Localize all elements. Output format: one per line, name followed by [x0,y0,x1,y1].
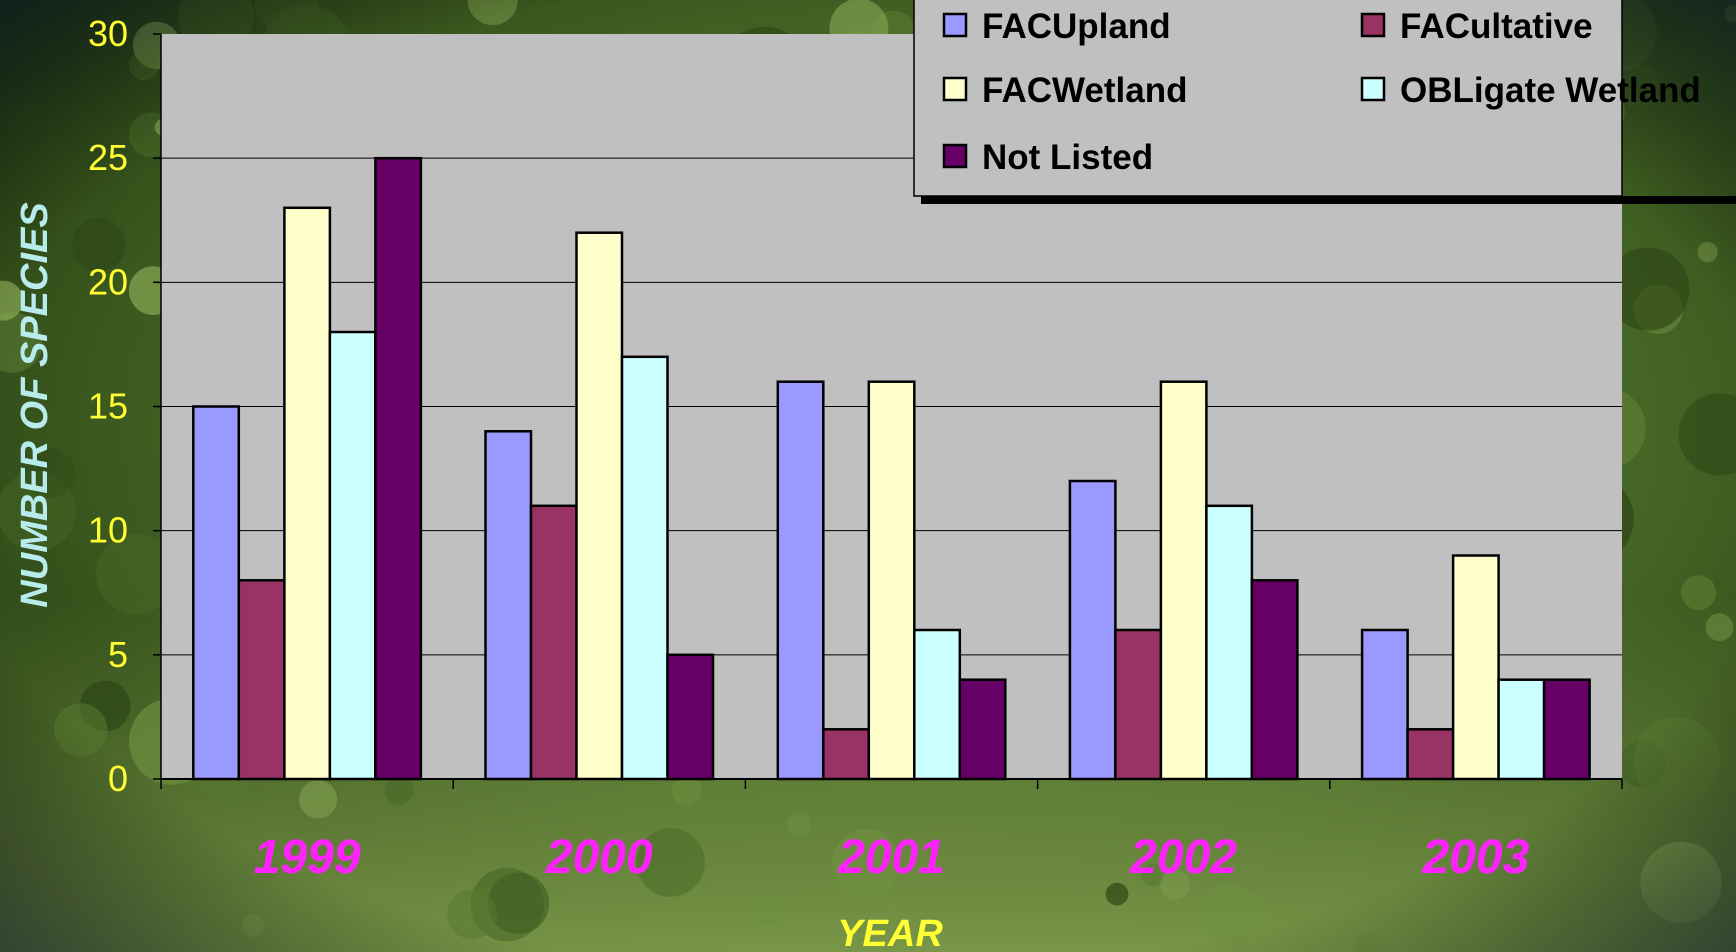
x-category-label: 1999 [254,831,361,884]
y-tick-label: 10 [88,510,128,551]
bar-obligate-wetland-2003 [1497,678,1546,781]
bar-facultative-2000 [529,504,578,781]
x-category-label: 2003 [1422,831,1530,884]
bar-facwetland-2002 [1159,380,1208,781]
x-axis-title: YEAR [837,913,943,952]
bar-facupland-2000 [484,430,533,781]
y-tick-label: 30 [88,13,128,54]
legend-entry-label: FACWetland [982,71,1187,110]
bar-facupland-2002 [1068,479,1117,781]
bar-facupland-1999 [192,405,241,781]
bar-not-listed-1999 [374,156,423,781]
bar-facultative-2001 [822,728,871,781]
bar-facwetland-2003 [1451,554,1500,781]
bar-facupland-2001 [776,380,825,781]
legend-shadow [921,196,1736,204]
legend-swatch [942,12,968,38]
y-axis-title: NUMBER OF SPECIES [14,202,56,607]
legend-swatch [1360,12,1386,38]
legend-swatch [942,143,968,169]
bar-obligate-wetland-2002 [1205,504,1254,781]
y-tick-label: 25 [88,137,128,178]
legend-swatch [942,76,968,102]
bar-not-listed-2002 [1250,579,1299,781]
bar-facultative-2003 [1406,728,1455,781]
bar-not-listed-2000 [666,653,715,781]
legend-swatch [1360,76,1386,102]
bar-obligate-wetland-1999 [328,330,377,781]
y-tick-label: 5 [108,634,128,675]
legend-entry-label: Not Listed [982,138,1153,177]
legend-box [913,0,1623,197]
y-tick-label: 0 [108,758,128,799]
legend-entry-label: FACultative [1400,7,1593,46]
legend-entry-label: OBLigate Wetland [1400,71,1701,110]
bar-facultative-2002 [1114,628,1163,781]
bar-facwetland-2001 [867,380,916,781]
x-category-label: 2000 [545,831,653,884]
bar-not-listed-2003 [1542,678,1591,781]
legend-entry-label: FACUpland [982,7,1171,46]
bar-not-listed-2001 [958,678,1007,781]
bar-facultative-1999 [237,579,286,781]
bar-facwetland-1999 [283,206,332,781]
bar-obligate-wetland-2000 [620,355,669,781]
bar-obligate-wetland-2001 [913,628,962,781]
x-category-label: 2002 [1129,831,1237,884]
x-category-label: 2001 [837,831,945,884]
y-tick-label: 15 [88,386,128,427]
y-tick-label: 20 [88,261,128,302]
bar-facwetland-2000 [575,231,624,781]
bar-facupland-2003 [1360,628,1409,781]
